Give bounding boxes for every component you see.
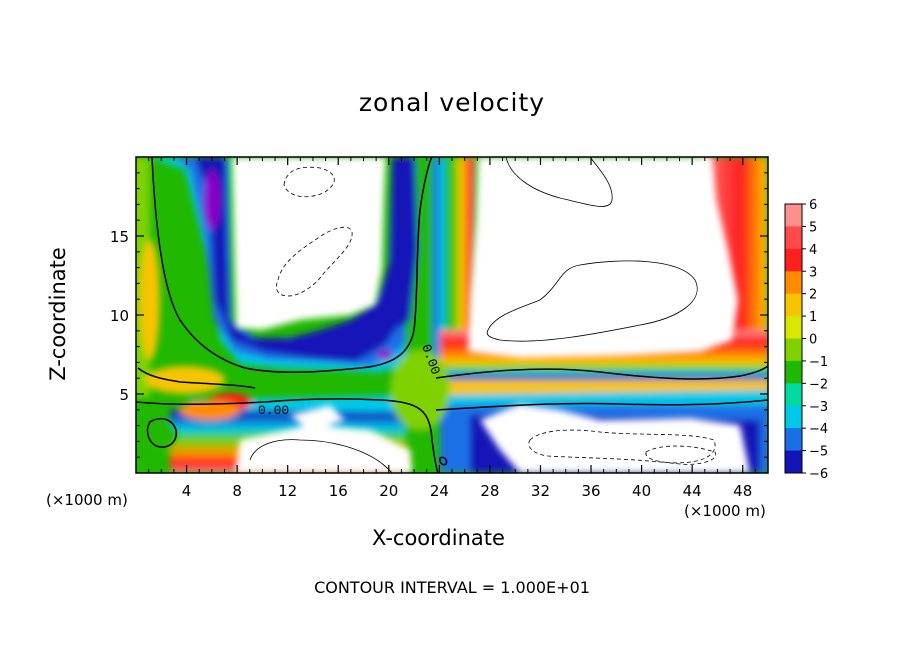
- colorbar-swatch: [785, 316, 802, 339]
- colorbar-swatch: [785, 271, 802, 295]
- x-tick-label: 24: [430, 482, 449, 500]
- x-unit-left: (×1000 m): [46, 491, 128, 509]
- colorbar-label: 2: [809, 288, 817, 303]
- colorbar-label: −2: [809, 377, 828, 392]
- colorbar-label: 0: [809, 333, 817, 348]
- colorbar-swatch: [785, 293, 802, 317]
- colorbar-swatch: [785, 450, 802, 474]
- colorbar-swatch: [785, 428, 802, 452]
- x-tick-label: 16: [329, 482, 348, 500]
- colorbar-label: 4: [809, 243, 817, 258]
- x-tick-label: 8: [232, 482, 242, 500]
- x-tick-label: 20: [379, 482, 398, 500]
- colorbar-swatch: [785, 248, 802, 272]
- y-tick-label: 15: [110, 228, 129, 246]
- colorbar-label: 3: [809, 265, 817, 280]
- x-axis-label: X-coordinate: [372, 526, 505, 550]
- y-tick-label: 10: [110, 307, 129, 325]
- x-unit-right: (×1000 m): [684, 502, 766, 520]
- colorbar-swatch: [785, 360, 802, 384]
- chart-title: zonal velocity: [358, 88, 546, 117]
- colorbar: 6 5 4 3 2 1 0 −1 −2 −3 −4 −5 −6: [784, 198, 828, 482]
- colorbar-label: 5: [809, 220, 817, 235]
- colorbar-label: 6: [809, 198, 817, 213]
- x-tick-label: 28: [480, 482, 499, 500]
- zero-contours: [136, 157, 768, 473]
- x-tick-label: 32: [531, 482, 550, 500]
- contour-label-left: 0.00: [258, 403, 289, 418]
- x-tick-label: 36: [581, 482, 600, 500]
- y-axis-label: Z-coordinate: [46, 247, 70, 381]
- x-tick-label: 40: [632, 482, 651, 500]
- x-tick-label: 12: [278, 482, 297, 500]
- colorbar-label: −5: [809, 445, 828, 460]
- colorbar-label: −1: [809, 355, 828, 370]
- colorbar-swatch: [785, 226, 802, 250]
- x-tick-label: 48: [733, 482, 752, 500]
- colorbar-swatch: [785, 383, 802, 407]
- colorbar-label: 1: [809, 310, 817, 325]
- y-tick-label: 5: [119, 386, 129, 404]
- x-tick-label: 44: [683, 482, 702, 500]
- colorbar-label: −6: [809, 467, 828, 482]
- velocity-field: 0.00 0.00: [136, 157, 768, 473]
- colorbar-label: −3: [809, 400, 828, 415]
- contour-interval-text: CONTOUR INTERVAL = 1.000E+01: [314, 578, 590, 597]
- x-tick-label: 4: [182, 482, 192, 500]
- colorbar-swatch: [785, 338, 802, 362]
- dashed-contours: [275, 166, 717, 465]
- colorbar-label: −4: [809, 422, 828, 437]
- colorbar-swatch: [785, 204, 802, 227]
- colorbar-swatch: [785, 405, 802, 429]
